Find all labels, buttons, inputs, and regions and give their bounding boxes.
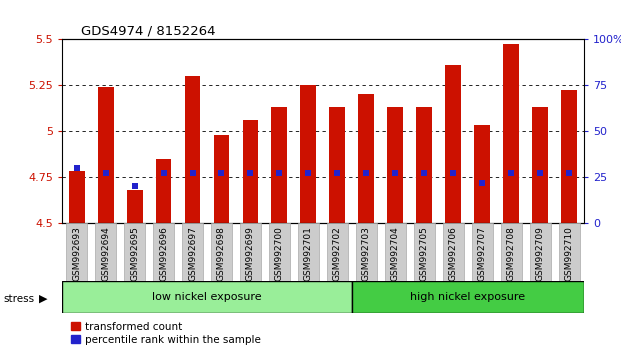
- Bar: [69, 171, 84, 223]
- Bar: [472, 223, 492, 281]
- Text: GSM992695: GSM992695: [130, 226, 139, 281]
- Bar: [271, 107, 288, 223]
- Text: GSM992694: GSM992694: [101, 226, 110, 281]
- Bar: [269, 223, 290, 281]
- Text: GSM992710: GSM992710: [564, 226, 574, 281]
- Bar: [501, 223, 522, 281]
- Point: [478, 180, 487, 185]
- Bar: [358, 94, 374, 223]
- Point: [101, 171, 111, 176]
- Bar: [124, 223, 145, 281]
- Bar: [559, 223, 579, 281]
- Bar: [95, 223, 116, 281]
- Point: [304, 171, 314, 176]
- Text: GDS4974 / 8152264: GDS4974 / 8152264: [81, 25, 215, 38]
- Point: [448, 171, 458, 176]
- Bar: [474, 125, 490, 223]
- Bar: [443, 223, 464, 281]
- Bar: [416, 107, 432, 223]
- Text: GSM992699: GSM992699: [246, 226, 255, 281]
- Bar: [503, 45, 519, 223]
- Bar: [66, 223, 87, 281]
- Bar: [301, 85, 316, 223]
- Point: [361, 171, 371, 176]
- Bar: [211, 223, 232, 281]
- Point: [71, 165, 81, 171]
- Legend: transformed count, percentile rank within the sample: transformed count, percentile rank withi…: [67, 317, 265, 349]
- Point: [564, 171, 574, 176]
- Text: GSM992701: GSM992701: [304, 226, 313, 281]
- Point: [274, 171, 284, 176]
- Point: [130, 183, 140, 189]
- Bar: [356, 223, 377, 281]
- Point: [217, 171, 227, 176]
- Point: [391, 171, 401, 176]
- Text: GSM992697: GSM992697: [188, 226, 197, 281]
- Bar: [532, 107, 548, 223]
- Text: ▶: ▶: [39, 294, 48, 304]
- Text: GSM992709: GSM992709: [536, 226, 545, 281]
- Point: [158, 171, 168, 176]
- Bar: [298, 223, 319, 281]
- Point: [535, 171, 545, 176]
- Bar: [414, 223, 435, 281]
- Bar: [242, 120, 258, 223]
- Text: low nickel exposure: low nickel exposure: [152, 292, 262, 302]
- Text: high nickel exposure: high nickel exposure: [410, 292, 525, 302]
- Bar: [155, 159, 171, 223]
- Point: [332, 171, 342, 176]
- Text: GSM992693: GSM992693: [72, 226, 81, 281]
- Bar: [153, 223, 174, 281]
- Bar: [327, 223, 348, 281]
- Point: [245, 171, 255, 176]
- Bar: [214, 135, 229, 223]
- Text: GSM992706: GSM992706: [449, 226, 458, 281]
- Text: GSM992703: GSM992703: [362, 226, 371, 281]
- Text: stress: stress: [3, 294, 34, 304]
- Bar: [530, 223, 551, 281]
- Text: GSM992698: GSM992698: [217, 226, 226, 281]
- Bar: [329, 107, 345, 223]
- Text: GSM992700: GSM992700: [275, 226, 284, 281]
- Bar: [182, 223, 203, 281]
- Point: [419, 171, 429, 176]
- Bar: [62, 281, 352, 313]
- Bar: [388, 107, 404, 223]
- Bar: [184, 76, 201, 223]
- Text: GSM992696: GSM992696: [159, 226, 168, 281]
- Bar: [385, 223, 406, 281]
- Bar: [352, 281, 584, 313]
- Text: GSM992705: GSM992705: [420, 226, 429, 281]
- Text: GSM992702: GSM992702: [333, 226, 342, 281]
- Bar: [97, 87, 114, 223]
- Text: GSM992707: GSM992707: [478, 226, 487, 281]
- Point: [506, 171, 516, 176]
- Bar: [445, 65, 461, 223]
- Point: [188, 171, 197, 176]
- Bar: [561, 91, 577, 223]
- Bar: [127, 190, 142, 223]
- Text: GSM992704: GSM992704: [391, 226, 400, 281]
- Bar: [240, 223, 261, 281]
- Text: GSM992708: GSM992708: [507, 226, 516, 281]
